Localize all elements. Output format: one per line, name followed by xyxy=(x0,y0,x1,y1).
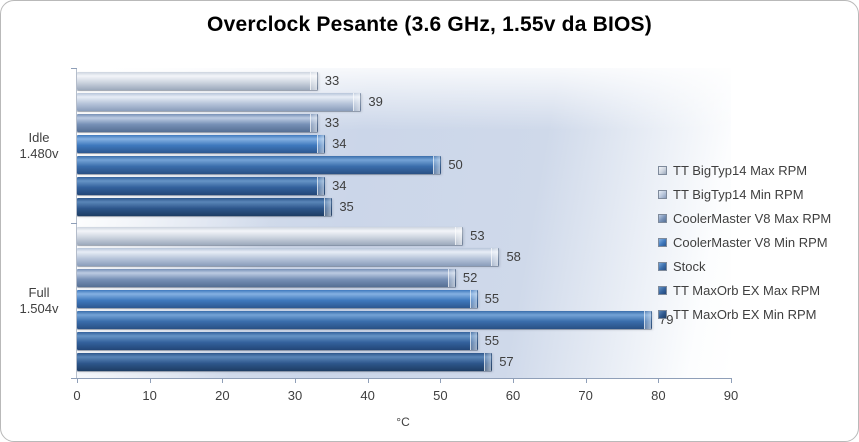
bar-end-bevel xyxy=(491,248,499,266)
bar-value-label: 53 xyxy=(470,228,485,243)
bar xyxy=(77,332,478,350)
bar xyxy=(77,198,333,216)
chart-title: Overclock Pesante (3.6 GHz, 1.55v da BIO… xyxy=(207,13,652,36)
bar-value-label: 34 xyxy=(332,178,347,193)
x-tick-label: 70 xyxy=(578,388,593,403)
bar-end-bevel xyxy=(353,93,361,111)
x-tick xyxy=(367,378,369,383)
legend-item: CoolerMaster V8 Min RPM xyxy=(658,230,831,254)
bar-end-bevel xyxy=(309,72,317,90)
bar-end-bevel xyxy=(309,114,317,132)
category-tick xyxy=(71,223,77,224)
bar-end-bevel xyxy=(433,156,441,174)
bar-value-label: 35 xyxy=(339,199,354,214)
bar xyxy=(77,290,478,308)
bar-value-label: 58 xyxy=(506,249,521,264)
bar xyxy=(77,156,442,174)
legend: TT BigTyp14 Max RPM TT BigTyp14 Min RPM Co… xyxy=(658,158,831,326)
plot-area: 33 39 33 34 50 34 35 53 58 52 55 79 55 57 0 10 20 30 40 50 6… xyxy=(71,68,738,403)
category-label-line: 1.480v xyxy=(19,145,59,161)
bar-value-label: 55 xyxy=(484,333,500,348)
x-axis-title: °C xyxy=(396,415,410,429)
x-tick-label: 50 xyxy=(433,388,448,403)
x-tick-label: 40 xyxy=(360,388,375,403)
x-tick xyxy=(222,378,224,383)
bar-end-bevel xyxy=(317,135,325,153)
x-tick xyxy=(513,378,514,383)
x-tick xyxy=(295,378,296,383)
legend-marker-icon xyxy=(658,165,667,175)
x-tick xyxy=(658,378,660,383)
legend-marker-icon xyxy=(658,213,667,223)
legend-item: Stock xyxy=(658,254,831,278)
category-label-line: Full xyxy=(28,284,50,300)
bar-value-label: 33 xyxy=(324,115,340,130)
bar-end-bevel xyxy=(324,198,332,216)
legend-marker-icon xyxy=(658,309,667,319)
bar xyxy=(77,177,326,195)
x-tick-label: 10 xyxy=(142,388,157,403)
legend-label: Stock xyxy=(673,258,706,274)
legend-marker-icon xyxy=(658,189,667,199)
x-tick xyxy=(585,378,587,383)
x-tick-label: 90 xyxy=(723,388,739,403)
bar-value-label: 57 xyxy=(499,354,514,369)
bar-end-bevel xyxy=(644,311,652,329)
bar xyxy=(77,248,500,266)
bar-value-label: 34 xyxy=(332,136,347,151)
x-tick-label: 60 xyxy=(505,388,521,403)
x-tick xyxy=(731,378,732,383)
legend-marker-icon xyxy=(658,261,667,271)
bar-end-bevel xyxy=(469,290,477,308)
x-tick-label: 30 xyxy=(287,388,303,403)
bar xyxy=(77,311,653,329)
x-tick-label: 0 xyxy=(73,388,81,403)
bar xyxy=(77,114,318,132)
bar-end-bevel xyxy=(447,269,455,287)
category-label: Idle 1.480v xyxy=(9,130,69,162)
category-label-line: 1.504v xyxy=(19,300,59,316)
legend-item: TT BigTyp14 Max RPM xyxy=(658,158,831,182)
legend-label: TT MaxOrb EX Min RPM xyxy=(673,306,817,322)
bar-end-bevel xyxy=(469,332,477,350)
legend-item: CoolerMaster V8 Max RPM xyxy=(658,206,831,230)
legend-marker-icon xyxy=(658,237,667,247)
bar xyxy=(77,93,362,111)
legend-label: TT BigTyp14 Max RPM xyxy=(673,162,808,178)
legend-label: CoolerMaster V8 Max RPM xyxy=(673,210,832,226)
x-tick-label: 20 xyxy=(215,388,230,403)
bar-value-label: 52 xyxy=(462,270,478,285)
x-tick xyxy=(149,378,151,383)
x-tick-label: 80 xyxy=(651,388,666,403)
bar-value-label: 33 xyxy=(324,73,340,88)
bar-end-bevel xyxy=(455,227,463,245)
legend-label: TT MaxOrb EX Max RPM xyxy=(673,282,821,298)
legend-label: TT BigTyp14 Min RPM xyxy=(673,186,804,202)
legend-marker-icon xyxy=(658,285,667,295)
bar xyxy=(77,72,318,90)
category-tick xyxy=(71,68,77,69)
category-label-line: Idle xyxy=(28,129,50,145)
bar-end-bevel xyxy=(317,177,325,195)
x-tick xyxy=(77,378,78,383)
bar-value-label: 50 xyxy=(448,157,463,172)
legend-item: TT BigTyp14 Min RPM xyxy=(658,182,831,206)
category-tick xyxy=(71,378,77,379)
legend-label: CoolerMaster V8 Min RPM xyxy=(673,234,828,250)
x-tick xyxy=(440,378,442,383)
category-label: Full 1.504v xyxy=(9,285,69,317)
y-axis-labels: Idle 1.480v Full 1.504v xyxy=(9,1,69,441)
bar xyxy=(77,353,493,371)
bar xyxy=(77,269,456,287)
legend-item: TT MaxOrb EX Max RPM xyxy=(658,278,831,302)
bar-end-bevel xyxy=(484,353,492,371)
bar-value-label: 39 xyxy=(368,94,383,109)
bar xyxy=(77,135,326,153)
bar-value-label: 55 xyxy=(484,291,500,306)
legend-item: TT MaxOrb EX Min RPM xyxy=(658,302,831,326)
bar xyxy=(77,227,464,245)
